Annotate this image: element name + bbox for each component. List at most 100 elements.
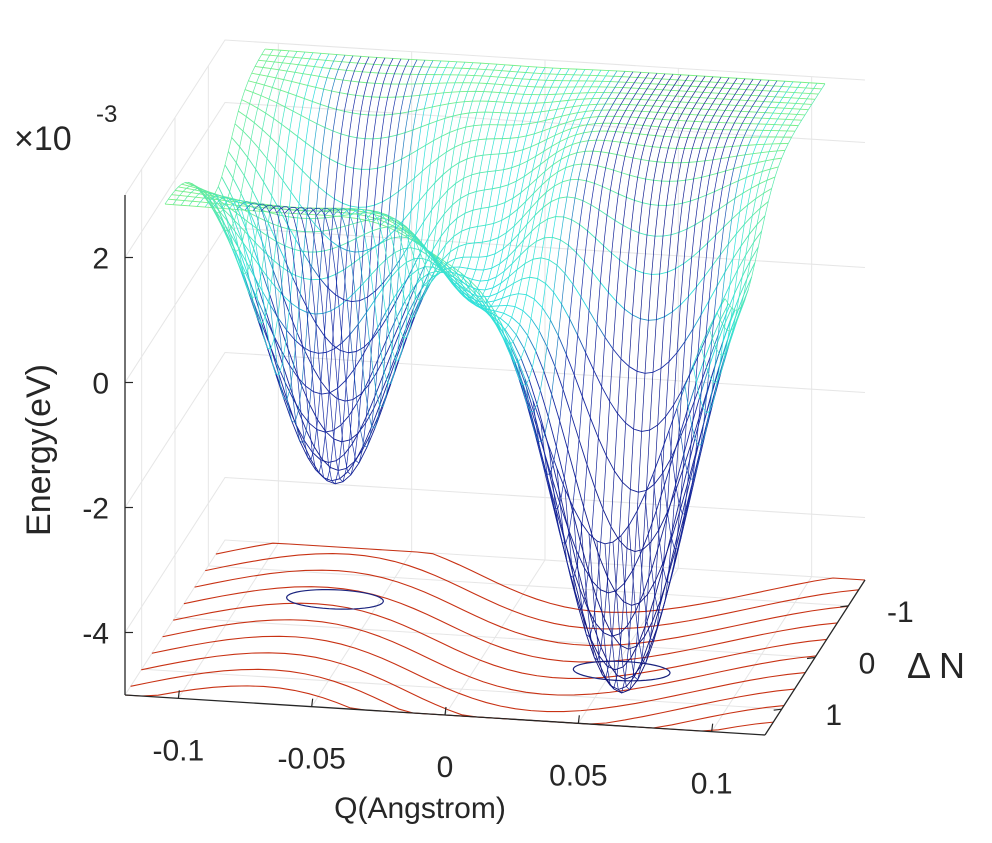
- surface-mesh-line: [284, 381, 294, 399]
- surface-mesh-line: [711, 366, 721, 395]
- surface-mesh-line: [623, 131, 632, 134]
- surface-mesh-line: [564, 106, 574, 109]
- surface-mesh-line: [561, 304, 571, 320]
- surface-mesh-line: [623, 601, 632, 606]
- surface-mesh-line: [496, 320, 506, 330]
- surface-mesh-line: [246, 116, 255, 124]
- surface-mesh-line: [595, 623, 605, 634]
- surface-mesh-line: [688, 161, 698, 163]
- surface-mesh-line: [515, 334, 525, 350]
- surface-mesh-line: [479, 171, 488, 174]
- surface-mesh-line: [516, 70, 618, 412]
- surface-mesh-line: [709, 172, 718, 176]
- surface-mesh-line: [733, 276, 743, 295]
- surface-mesh-line: [754, 171, 763, 175]
- surface-mesh-line: [642, 541, 652, 550]
- surface-mesh-line: [552, 100, 561, 103]
- surface-mesh-line: [663, 537, 673, 562]
- surface-mesh-line: [468, 111, 478, 114]
- surface-mesh-line: [508, 180, 517, 186]
- surface-mesh-line: [192, 200, 201, 203]
- surface-mesh-line: [520, 185, 530, 193]
- surface-mesh-line: [660, 361, 670, 369]
- surface-mesh-line: [239, 146, 249, 158]
- surface-mesh-line: [575, 478, 585, 508]
- surface-mesh-line: [501, 215, 510, 221]
- surface-mesh-line: [735, 295, 745, 317]
- surface-mesh-line: [486, 300, 495, 303]
- surface-mesh-line: [239, 225, 248, 235]
- surface-mesh-line: [543, 145, 552, 152]
- surface-mesh-line: [678, 470, 688, 504]
- surface-mesh-line: [338, 299, 348, 307]
- surface-mesh-line: [526, 214, 536, 225]
- surface-mesh-line: [575, 132, 584, 136]
- axes: [124, 195, 866, 736]
- surface-mesh-line: [488, 313, 498, 321]
- surface-mesh-line: [545, 283, 554, 293]
- surface-mesh-line: [473, 294, 482, 298]
- surface-mesh-line: [333, 438, 342, 443]
- surface-mesh-line: [532, 111, 542, 114]
- surface-mesh-line: [756, 215, 766, 225]
- surface-mesh-line: [451, 271, 460, 280]
- surface-mesh-line: [296, 230, 306, 233]
- surface-mesh-line: [520, 358, 530, 380]
- surface-mesh-line: [401, 275, 411, 287]
- surface-mesh-line: [481, 295, 490, 298]
- surface-mesh-line: [399, 247, 409, 261]
- surface-mesh-line: [386, 252, 396, 259]
- surface-mesh-line: [718, 203, 728, 210]
- surface-mesh-line: [490, 305, 500, 307]
- surface-mesh-line: [275, 77, 284, 81]
- surface-mesh-line: [252, 300, 262, 323]
- surface-mesh-line: [268, 236, 277, 242]
- surface-mesh-line: [660, 79, 762, 550]
- surface-mesh-line: [763, 188, 772, 194]
- surface-mesh-line: [262, 322, 272, 349]
- surface-mesh-line: [528, 379, 538, 405]
- surface-mesh-line: [583, 506, 593, 534]
- surface-mesh-line: [524, 170, 533, 177]
- surface-mesh-line: [247, 157, 257, 170]
- surface-mesh-line: [549, 171, 558, 179]
- surface-mesh-line: [510, 84, 520, 87]
- surface-mesh-line: [272, 223, 282, 228]
- surface-mesh-line: [665, 404, 675, 417]
- surface-mesh-line: [363, 95, 372, 98]
- surface-mesh-line: [308, 119, 318, 125]
- surface-mesh-line: [316, 429, 326, 433]
- surface-mesh-line: [433, 135, 442, 141]
- surface-mesh-line: [503, 335, 513, 355]
- surface-mesh-line: [427, 93, 436, 95]
- surface-mesh-line: [460, 68, 562, 311]
- surface-mesh-line: [547, 417, 557, 447]
- surface-mesh-line: [360, 113, 369, 116]
- surface-mesh-line: [664, 311, 673, 318]
- surface-mesh-line: [592, 580, 601, 591]
- surface-mesh-line: [624, 308, 633, 316]
- surface-mesh-line: [667, 268, 676, 273]
- surface-mesh-line: [533, 184, 542, 194]
- surface-mesh-line: [671, 511, 681, 539]
- surface-mesh-line: [703, 338, 713, 360]
- surface-mesh-line: [392, 112, 401, 115]
- surface-mesh-line: [604, 541, 614, 545]
- surface-mesh-line: [470, 139, 479, 142]
- surface-mesh-line: [547, 216, 556, 220]
- surface-mesh-line: [588, 310, 598, 325]
- surface-mesh-line: [235, 251, 245, 275]
- surface-mesh-line: [172, 204, 182, 206]
- surface-mesh-line: [425, 271, 435, 288]
- surface-mesh-line: [485, 223, 494, 226]
- surface-mesh-line: [749, 162, 758, 165]
- surface-mesh-line: [590, 116, 599, 118]
- surface-mesh-line: [726, 197, 736, 205]
- surface-mesh-line: [686, 224, 696, 230]
- surface-mesh-line: [679, 483, 689, 512]
- surface-mesh-line: [307, 84, 316, 88]
- surface-mesh-line: [276, 102, 286, 108]
- surface-mesh-line: [594, 182, 603, 187]
- surface-mesh-line: [295, 424, 305, 441]
- surface-mesh-line: [271, 258, 280, 266]
